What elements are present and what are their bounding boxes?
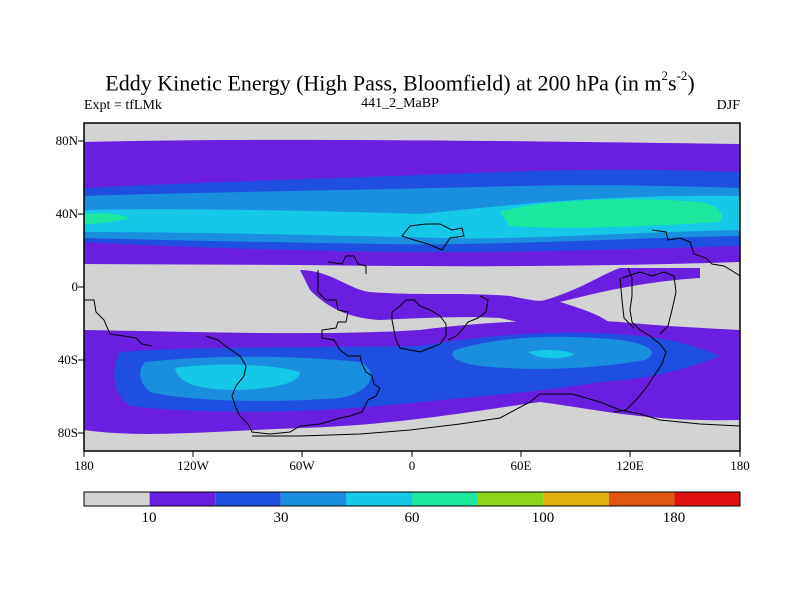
colorbar-swatch [412,492,478,506]
colorbar-label-180: 180 [662,510,686,526]
lon-label-120w: 120W [177,458,209,473]
colorbar-frame [83,491,741,507]
africa-outline [391,223,465,353]
lon-label-180e: 180 [730,458,750,473]
central-outline [447,295,489,341]
lon-label-60w: 60W [289,458,315,473]
colorbar-swatch [477,492,544,506]
eurasia-outline [613,229,740,413]
colorbar [83,491,741,507]
colorbar-label-60: 60 [404,510,420,526]
tropical-tongue [300,268,700,335]
colorbar-swatch [674,492,740,506]
lat-label-80n: 80N [55,133,78,148]
colorbar-swatch [543,492,609,506]
colorbar-swatch [608,492,675,506]
south-america-outline [205,270,381,435]
eke-field [84,123,740,451]
map-title: Eddy Kinetic Energy (High Pass, Bloomfie… [105,68,695,96]
na-coast-outline [84,255,367,347]
lat-label-80s: 80S [57,425,78,440]
colorbar-swatch [215,492,281,506]
colorbar-label-10: 10 [141,510,157,526]
colorbar-label-30: 30 [273,510,289,526]
sh-band-60-east [528,349,575,359]
colorbar-label-100: 100 [531,510,555,526]
australia-outline [619,271,677,335]
nh-band-80 [500,199,722,228]
colorbar-swatch [84,492,150,506]
land-outlines [84,223,740,437]
lon-label-120e: 120E [616,458,644,473]
season-label: DJF [716,98,740,113]
lon-label-0: 0 [408,458,416,473]
experiment-label: Expt = tfLMk [84,98,162,113]
colorbar-swatch [280,492,347,506]
run-label: 441_2_MaBP [361,96,439,111]
axis-ticks [78,140,741,457]
lat-label-0: 0 [71,279,79,294]
colorbar-swatch [149,492,216,506]
lon-label-180w: 180 [74,458,94,473]
nh-band-80-west [84,213,130,224]
lon-label-60e: 60E [510,458,532,473]
antarctica-outline [252,393,740,437]
lat-label-40s: 40S [57,352,78,367]
colorbar-swatch [346,492,412,506]
sh-band-60 [175,364,300,390]
lat-label-40n: 40N [55,206,78,221]
